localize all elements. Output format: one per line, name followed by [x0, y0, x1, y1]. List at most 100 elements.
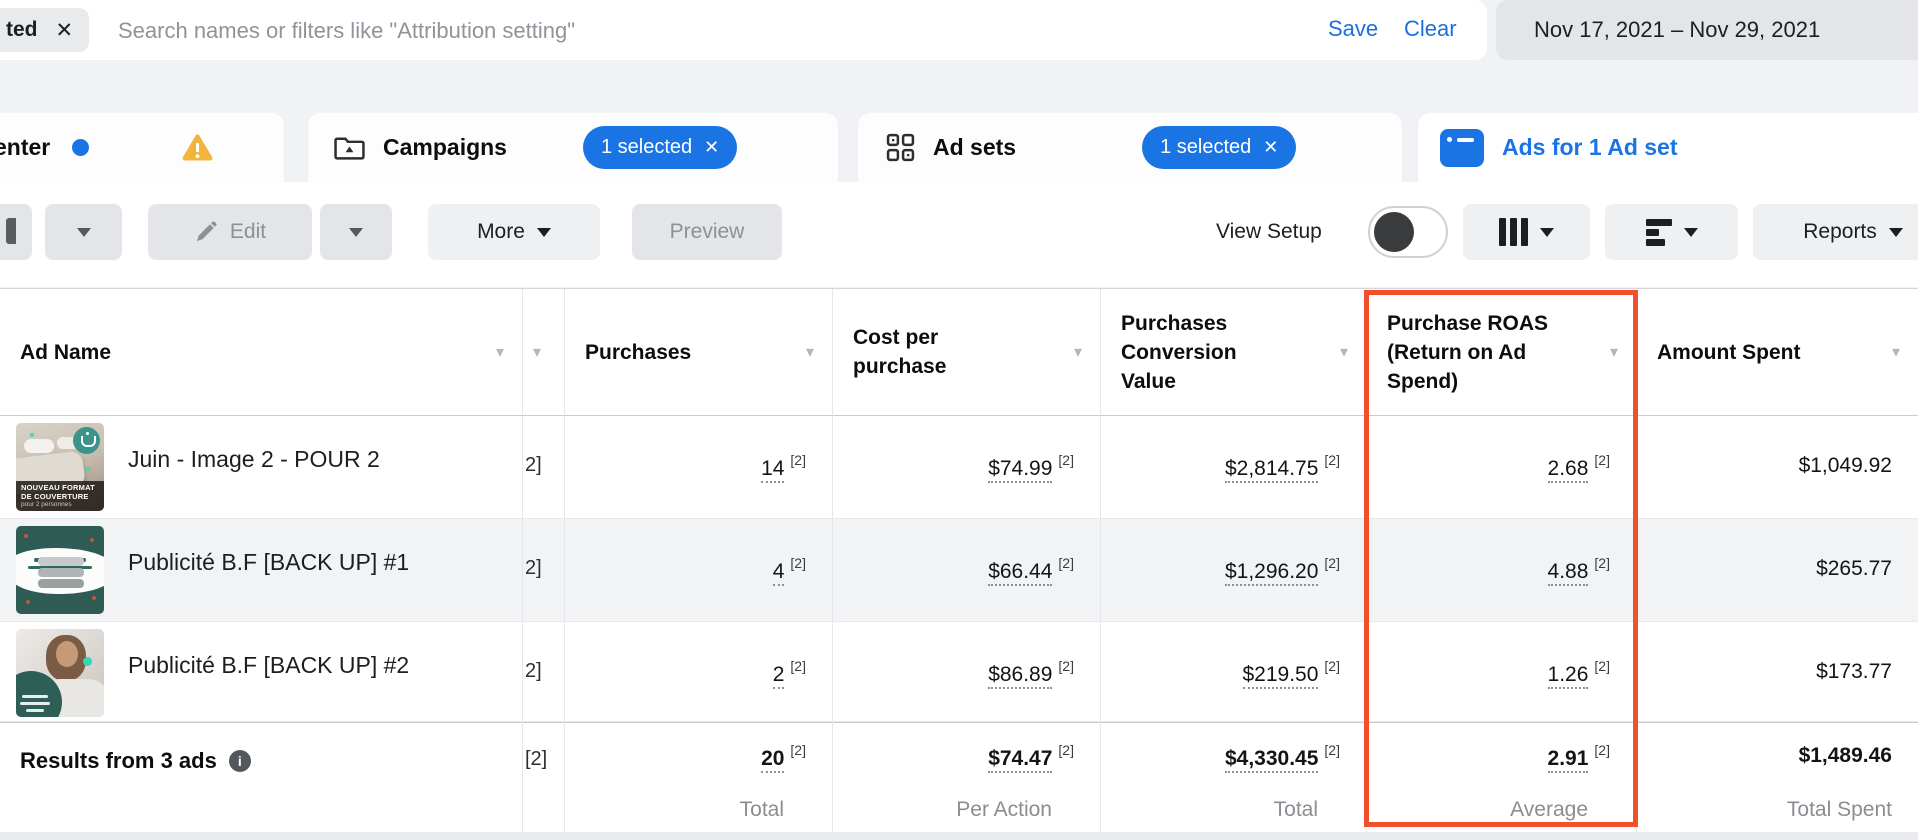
table-row-3-purchases: 2 [2] — [565, 622, 833, 722]
table-row-1-roas: 2.68 [2] — [1367, 416, 1637, 519]
summary-caption: Total Spent — [1786, 798, 1892, 821]
table-row-2-cost-per-purchase: $66.44 [2] — [833, 519, 1101, 622]
breakdown-icon — [1645, 218, 1672, 246]
summary-caption: Average — [1510, 798, 1588, 821]
preview-button[interactable]: Preview — [632, 204, 782, 260]
table-row-2-roas: 4.88 [2] — [1367, 519, 1637, 622]
column-header-cost-per-purchase[interactable]: Cost per purchase ▾ — [833, 289, 1101, 416]
more-button-label: More — [477, 220, 525, 243]
sort-caret-icon[interactable]: ▾ — [1891, 344, 1900, 361]
duplicate-dropdown-button[interactable] — [45, 204, 122, 260]
column-header-ad-name[interactable]: Ad Name ▾ — [0, 289, 523, 416]
summary-conversion-value: $4,330.45 [2] Total — [1101, 722, 1367, 833]
sort-caret-icon[interactable]: ▾ — [1609, 344, 1618, 361]
edit-dropdown-button[interactable] — [320, 204, 392, 260]
info-icon[interactable]: i — [228, 750, 251, 772]
cropped-toolbar-button[interactable] — [0, 204, 32, 260]
column-header-clipped[interactable]: ▾ — [523, 289, 565, 416]
campaigns-selected-badge[interactable]: 1 selected ✕ — [582, 126, 738, 169]
tab-account-overview[interactable]: enter — [0, 113, 284, 182]
tab-account-label: enter — [0, 134, 51, 160]
reports-button[interactable]: Reports — [1753, 204, 1918, 260]
tab-ad-sets-label: Ad sets — [933, 134, 1017, 160]
save-filters-link[interactable]: Save — [1328, 16, 1379, 41]
reports-button-label: Reports — [1803, 220, 1877, 243]
table-row-2-ad-name: Publicité B.F [BACK UP] #1 — [0, 519, 523, 622]
sort-caret-icon[interactable]: ▾ — [805, 344, 814, 361]
table-row-3-ad-name: Publicité B.F [BACK UP] #2 — [0, 622, 523, 722]
tab-ads[interactable]: Ads for 1 Ad set — [1418, 113, 1918, 182]
sort-caret-icon[interactable]: ▾ — [1073, 344, 1082, 361]
ad-thumbnail[interactable] — [16, 526, 104, 614]
table-row-2-amount-spent: $265.77 — [1637, 519, 1918, 622]
brand-logo-badge — [73, 427, 100, 454]
ad-sets-selected-count: 1 selected — [1160, 136, 1252, 158]
folder-icon — [334, 134, 365, 161]
tab-ad-sets[interactable]: Ad sets 1 selected ✕ — [858, 113, 1402, 182]
table-row-3-roas: 1.26 [2] — [1367, 622, 1637, 722]
summary-purchases: 20 [2] Total — [565, 722, 833, 833]
date-range-picker[interactable]: Nov 17, 2021 – Nov 29, 2021 — [1496, 0, 1918, 60]
search-bar: ted ✕ Save Clear — [0, 0, 1487, 60]
table-row-1-amount-spent: $1,049.92 — [1637, 416, 1918, 519]
edit-button[interactable]: Edit — [148, 204, 312, 260]
ad-thumbnail[interactable] — [16, 629, 104, 717]
column-header-purchases[interactable]: Purchases ▾ — [565, 289, 833, 416]
sort-caret-icon[interactable]: ▾ — [1339, 344, 1348, 361]
tab-campaigns-label: Campaigns — [383, 134, 507, 160]
sort-caret-icon[interactable]: ▾ — [495, 344, 504, 361]
table-row-1-conversion-value: $2,814.75 [2] — [1101, 416, 1367, 519]
summary-caption: Per Action — [956, 798, 1052, 821]
more-button[interactable]: More — [428, 204, 600, 260]
breakdown-button[interactable] — [1605, 204, 1738, 260]
toggle-knob — [1374, 212, 1414, 252]
table-row-2-purchases: 4 [2] — [565, 519, 833, 622]
tab-campaigns[interactable]: Campaigns 1 selected ✕ — [308, 113, 838, 182]
campaigns-selected-count: 1 selected — [600, 136, 693, 158]
column-header-roas[interactable]: Purchase ROAS (Return on Ad Spend) ▾ — [1367, 289, 1637, 416]
table-row-3-cost-per-purchase: $86.89 [2] — [833, 622, 1101, 722]
close-icon[interactable]: ✕ — [704, 137, 720, 157]
summary-caption: Total — [739, 798, 784, 821]
ad-name[interactable]: Publicité B.F [BACK UP] #1 — [128, 549, 410, 575]
column-header-conversion-value[interactable]: Purchases Conversion Value ▾ — [1101, 289, 1367, 416]
summary-clipped-cell: [2] — [523, 722, 565, 833]
ad-name[interactable]: Juin - Image 2 - POUR 2 — [128, 446, 380, 472]
table-row-1-purchases: 14 [2] — [565, 416, 833, 519]
grid-icon — [886, 133, 915, 162]
sort-caret-icon[interactable]: ▾ — [533, 344, 542, 361]
summary-cost-per-purchase: $74.47 [2] Per Action — [833, 722, 1101, 833]
columns-icon — [1499, 218, 1528, 246]
table-row-3-clipped: 2] — [523, 622, 565, 722]
chevron-down-icon — [76, 227, 91, 237]
warning-icon — [181, 133, 214, 162]
ad-name[interactable]: Publicité B.F [BACK UP] #2 — [128, 652, 410, 678]
filter-chip-label: ted — [6, 18, 38, 41]
cropped-icon — [6, 218, 16, 244]
ads-icon — [1440, 128, 1484, 167]
search-input[interactable] — [116, 10, 1180, 52]
summary-label: Results from 3 ads — [20, 748, 217, 773]
table-row-1-cost-per-purchase: $74.99 [2] — [833, 416, 1101, 519]
view-setup-toggle[interactable] — [1368, 206, 1448, 258]
close-icon[interactable]: ✕ — [55, 18, 74, 42]
summary-roas: 2.91 [2] Average — [1367, 722, 1637, 833]
table-row-2-clipped: 2] — [523, 519, 565, 622]
active-filter-chip[interactable]: ted ✕ — [0, 8, 90, 52]
ad-sets-selected-badge[interactable]: 1 selected ✕ — [1142, 126, 1297, 169]
columns-button[interactable] — [1463, 204, 1590, 260]
close-icon[interactable]: ✕ — [1263, 137, 1279, 157]
scroll-track — [0, 832, 1918, 840]
pencil-icon — [194, 220, 218, 244]
summary-caption: Total — [1273, 798, 1318, 821]
ad-thumbnail[interactable]: NOUVEAU FORMAT DE COUVERTURE pour 2 pers… — [16, 423, 104, 511]
tab-ads-label: Ads for 1 Ad set — [1502, 134, 1678, 160]
table-row-1-clipped: 2] — [523, 416, 565, 519]
chevron-down-icon — [536, 227, 551, 237]
summary-row-label-cell: Results from 3 ads i — [0, 722, 523, 833]
date-range-label: Nov 17, 2021 – Nov 29, 2021 — [1534, 17, 1821, 42]
column-header-amount-spent[interactable]: Amount Spent ▾ — [1637, 289, 1918, 416]
chevron-down-icon — [1540, 227, 1554, 237]
view-setup-label: View Setup — [1216, 220, 1322, 243]
clear-filters-link[interactable]: Clear — [1404, 16, 1457, 41]
